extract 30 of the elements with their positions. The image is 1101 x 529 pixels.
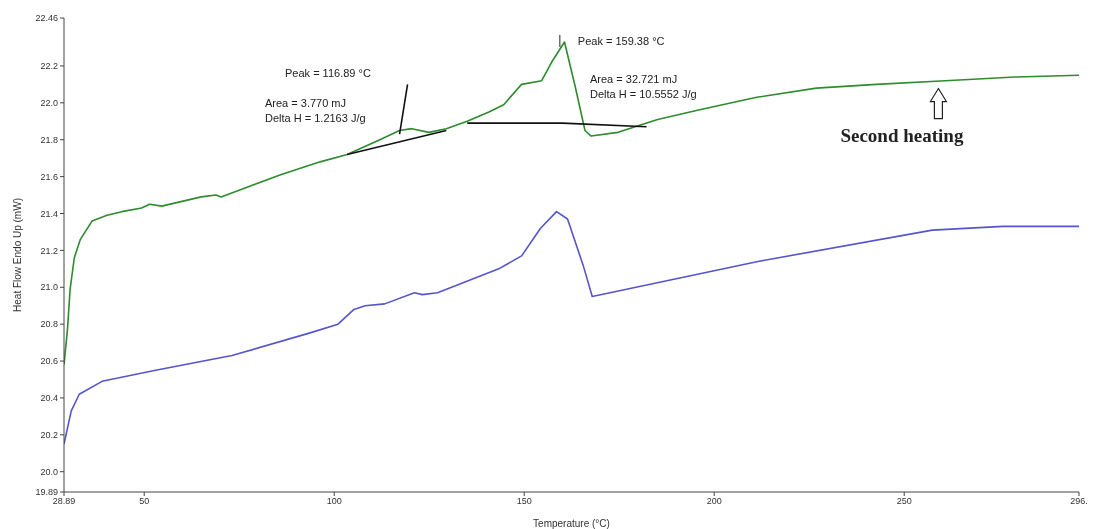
annotation: Area = 32.721 mJ: [590, 72, 678, 85]
x-axis-title: Temperature (°C): [533, 518, 610, 529]
y-tick-label: 21.6: [40, 171, 58, 182]
y-tick-label: 21.8: [40, 134, 58, 145]
y-tick-label: 21.4: [40, 208, 58, 219]
x-tick-label: 100: [326, 496, 342, 507]
x-tick-label: 296.: [1070, 496, 1088, 507]
annotation: Delta H = 10.5552 J/g: [590, 87, 697, 100]
y-tick-label: 20.6: [40, 356, 58, 367]
annotation: Delta H = 1.2163 J/g: [265, 111, 366, 124]
y-tick-label: 20.0: [40, 466, 58, 477]
x-tick-label: 150: [516, 496, 532, 507]
y-tick-label: 22.46: [35, 13, 58, 24]
y-tick-label: 22.0: [40, 98, 58, 109]
annotation: Peak = 159.38 °C: [577, 34, 665, 47]
y-tick-label: 20.4: [40, 393, 58, 404]
y-tick-label: 21.2: [40, 245, 58, 256]
annotation: Area = 3.770 mJ: [265, 96, 347, 109]
x-tick-label: 28.89: [52, 496, 76, 507]
x-tick-label: 250: [896, 496, 912, 507]
y-tick-label: 19.89: [35, 487, 58, 498]
y-tick-label: 22.2: [40, 61, 58, 72]
x-tick-label: 200: [706, 496, 722, 507]
annotation: Second heating: [840, 124, 964, 146]
annotation: Peak = 116.89 °C: [285, 66, 371, 79]
y-tick-label: 21.0: [40, 282, 58, 293]
x-tick-label: 50: [139, 496, 150, 507]
y-tick-label: 20.8: [40, 319, 58, 330]
y-axis-title: Heat Flow Endo Up (mW): [11, 198, 23, 312]
y-tick-label: 20.2: [40, 430, 58, 441]
